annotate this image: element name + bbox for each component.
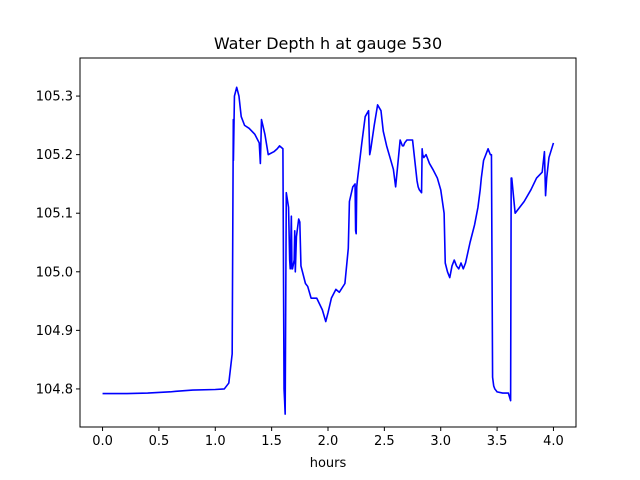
x-tick-label: 4.0 bbox=[543, 434, 564, 449]
x-tick-label: 0.0 bbox=[92, 434, 113, 449]
y-tick-label: 105.3 bbox=[36, 90, 73, 105]
x-tick-label: 2.0 bbox=[318, 434, 339, 449]
y-axis: 104.8 104.9 105.0 105.1 105.2 105.3 bbox=[36, 90, 80, 397]
y-tick-label: 104.8 bbox=[36, 382, 73, 397]
series-line-0 bbox=[102, 86, 555, 415]
x-axis-label: hours bbox=[310, 456, 347, 471]
x-tick-label: 3.5 bbox=[487, 434, 508, 449]
y-tick-label: 105.1 bbox=[36, 207, 73, 222]
x-tick-label: 1.5 bbox=[261, 434, 282, 449]
x-tick-label: 3.0 bbox=[430, 434, 451, 449]
plot-area bbox=[80, 58, 576, 427]
series-layer bbox=[102, 86, 555, 415]
x-tick-label: 1.0 bbox=[205, 434, 226, 449]
y-tick-label: 104.9 bbox=[36, 324, 73, 339]
x-tick-label: 0.5 bbox=[149, 434, 170, 449]
x-axis: 0.0 0.5 1.0 1.5 2.0 2.5 3.0 3.5 4.0 bbox=[92, 427, 564, 449]
y-tick-label: 105.0 bbox=[36, 265, 73, 280]
chart-title: Water Depth h at gauge 530 bbox=[214, 34, 442, 53]
x-tick-label: 2.5 bbox=[374, 434, 395, 449]
y-tick-label: 105.2 bbox=[36, 148, 73, 163]
